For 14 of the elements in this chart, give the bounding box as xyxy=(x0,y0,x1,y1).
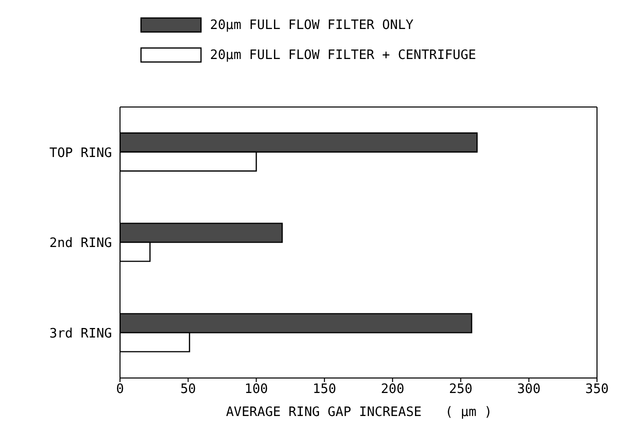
x-tick-label: 100 xyxy=(244,382,268,398)
x-tick-label: 50 xyxy=(180,382,196,398)
x-axis-title: AVERAGE RING GAP INCREASE ( µm ) xyxy=(224,404,494,422)
x-tick-label: 350 xyxy=(585,382,609,398)
x-tick-label: 150 xyxy=(312,382,336,398)
x-tick-label: 250 xyxy=(448,382,472,398)
legend-label: 20µm FULL FLOW FILTER + CENTRIFUGE xyxy=(210,48,476,62)
x-tick-label: 200 xyxy=(380,382,404,398)
x-tick-label: 0 xyxy=(116,382,124,398)
y-tick-label: TOP RING xyxy=(49,146,112,161)
y-tick-label: 2nd RING xyxy=(49,236,112,252)
x-tick-label: 300 xyxy=(517,382,541,398)
legend-label: 20µm FULL FLOW FILTER ONLY xyxy=(210,18,414,32)
y-tick-label: 3rd RING xyxy=(49,326,112,342)
